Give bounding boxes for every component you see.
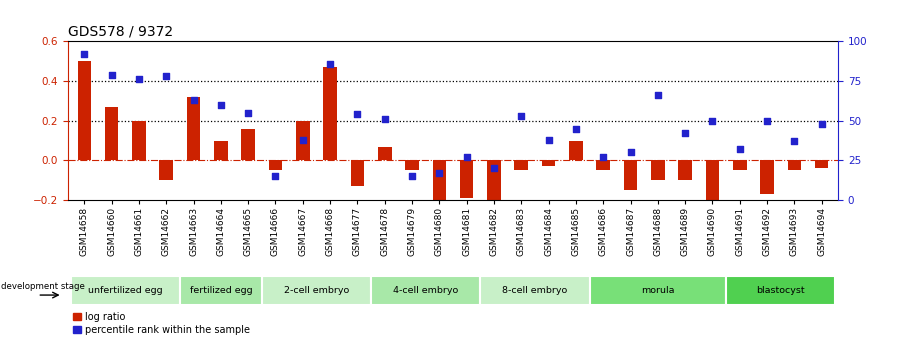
Text: unfertilized egg: unfertilized egg: [88, 286, 162, 295]
Point: [351, 112, 365, 117]
Point: [623, 150, 638, 155]
Bar: [78, 61, 92, 160]
Bar: [187, 97, 200, 160]
Point: [104, 72, 119, 78]
Bar: [378, 147, 391, 160]
Bar: [596, 160, 610, 170]
Point: [405, 174, 419, 179]
Bar: [432, 160, 446, 200]
Text: 4-cell embryo: 4-cell embryo: [393, 286, 458, 295]
Point: [214, 102, 228, 108]
Point: [569, 126, 583, 131]
Text: 2-cell embryo: 2-cell embryo: [284, 286, 349, 295]
Point: [77, 51, 92, 57]
Point: [378, 116, 392, 122]
Bar: [351, 160, 364, 186]
Bar: [569, 141, 583, 160]
Bar: [679, 160, 692, 180]
Bar: [487, 160, 501, 204]
Bar: [515, 160, 528, 170]
Point: [131, 77, 146, 82]
Bar: [180, 276, 262, 305]
Point: [787, 139, 802, 144]
Bar: [132, 121, 146, 160]
Point: [187, 97, 201, 103]
Text: development stage: development stage: [2, 282, 85, 291]
Bar: [542, 160, 555, 166]
Text: blastocyst: blastocyst: [757, 286, 805, 295]
Point: [432, 170, 447, 176]
Text: GDS578 / 9372: GDS578 / 9372: [68, 25, 173, 39]
Bar: [262, 276, 371, 305]
Bar: [323, 67, 337, 160]
Point: [514, 113, 528, 119]
Bar: [760, 160, 774, 194]
Point: [678, 131, 692, 136]
Bar: [814, 160, 828, 168]
Point: [241, 110, 255, 116]
Bar: [590, 276, 726, 305]
Point: [487, 166, 501, 171]
Bar: [651, 160, 665, 180]
Bar: [296, 121, 310, 160]
Point: [732, 147, 747, 152]
Point: [705, 118, 719, 124]
Point: [651, 92, 665, 98]
Bar: [623, 160, 637, 190]
Bar: [460, 160, 474, 198]
Point: [159, 73, 174, 79]
Bar: [787, 160, 801, 170]
Bar: [214, 141, 227, 160]
Point: [323, 61, 337, 66]
Text: 8-cell embryo: 8-cell embryo: [502, 286, 567, 295]
Bar: [371, 276, 480, 305]
Point: [596, 155, 611, 160]
Bar: [733, 160, 747, 170]
Point: [760, 118, 775, 124]
Bar: [105, 107, 119, 160]
Point: [814, 121, 829, 127]
Bar: [71, 276, 180, 305]
Point: [541, 137, 555, 142]
Text: morula: morula: [641, 286, 675, 295]
Bar: [405, 160, 419, 170]
Point: [295, 137, 310, 142]
Text: fertilized egg: fertilized egg: [189, 286, 252, 295]
Bar: [480, 276, 590, 305]
Point: [268, 174, 283, 179]
Legend: log ratio, percentile rank within the sample: log ratio, percentile rank within the sa…: [72, 312, 250, 335]
Point: [459, 155, 474, 160]
Bar: [706, 160, 719, 204]
Bar: [159, 160, 173, 180]
Bar: [726, 276, 835, 305]
Bar: [269, 160, 283, 170]
Bar: [241, 129, 255, 160]
